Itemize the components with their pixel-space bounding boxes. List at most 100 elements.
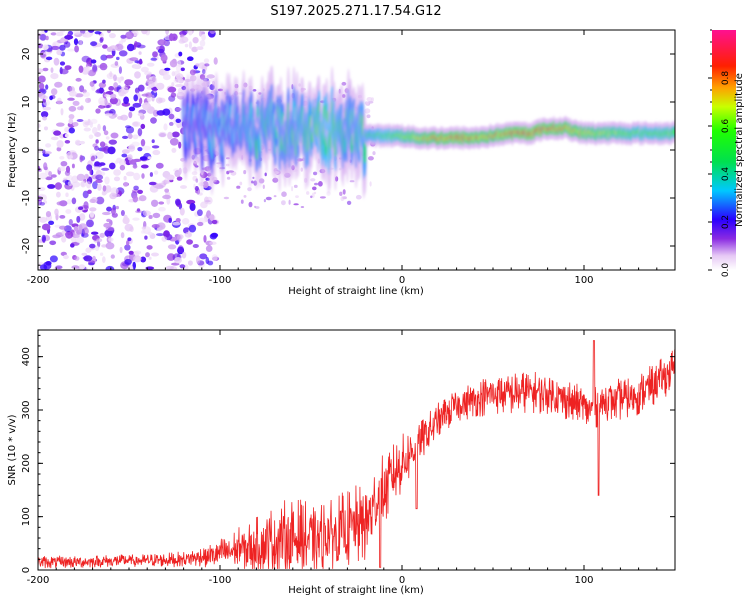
spectrogram-noise-blob bbox=[118, 77, 122, 84]
spectrogram-noise-blob bbox=[188, 224, 197, 233]
spectrogram-ytick-label: -10 bbox=[21, 190, 32, 206]
spectrogram-noise-blob bbox=[41, 234, 46, 243]
spectrogram-noise-blob bbox=[93, 162, 103, 168]
spectrogram-noise-blob bbox=[39, 34, 47, 41]
spectrogram-noise-blob bbox=[76, 173, 86, 181]
spectrogram-noise-blob bbox=[167, 86, 177, 93]
spectrogram-noise-blob bbox=[106, 104, 110, 109]
spectrogram-noise-blob bbox=[55, 265, 63, 270]
spectrogram-noise-blob bbox=[140, 139, 146, 147]
spectrogram-noise-blob bbox=[42, 44, 49, 50]
spectrogram-noise-blob bbox=[38, 172, 48, 180]
spectrogram-scatter-blob bbox=[367, 156, 374, 161]
spectrogram-ridge-core bbox=[363, 141, 367, 164]
spectrogram-noise-blob bbox=[91, 231, 99, 235]
spectrogram-scatter-blob bbox=[194, 186, 199, 191]
spectrogram-noise-blob bbox=[109, 71, 113, 78]
spectrogram-noise-blob bbox=[160, 54, 168, 62]
spectrogram-noise-blob bbox=[56, 49, 63, 56]
spectrogram-noise-blob bbox=[50, 32, 57, 36]
spectrogram-noise-blob bbox=[71, 175, 79, 183]
spectrogram-noise-blob bbox=[158, 206, 166, 212]
spectrogram-noise-blob bbox=[48, 220, 55, 225]
spectrogram-noise-blob bbox=[180, 67, 185, 72]
colorbar-tick-label: 0.8 bbox=[721, 71, 731, 86]
spectrogram-scatter-blob bbox=[195, 178, 199, 183]
spectrogram-ridge bbox=[181, 65, 675, 199]
spectrogram-scatter-blob bbox=[312, 186, 317, 191]
spectrogram-noise-blob bbox=[123, 175, 127, 181]
colorbar-tick-label: 0.6 bbox=[721, 119, 731, 134]
spectrogram-heatmap bbox=[38, 30, 675, 270]
spectrogram-noise-blob bbox=[73, 226, 79, 232]
spectrogram-noise-blob bbox=[141, 93, 149, 97]
spectrogram-noise-blob bbox=[107, 146, 116, 155]
spectrogram-noise-blob bbox=[129, 57, 139, 62]
spectrogram-noise-blob bbox=[68, 155, 73, 159]
spectrogram-noise-blob bbox=[41, 223, 51, 231]
spectrogram-scatter-blob bbox=[318, 181, 323, 187]
spectrogram-scatter-blob bbox=[295, 195, 299, 199]
spectrogram-noise-blob bbox=[150, 57, 158, 61]
spectrogram-noise-blob bbox=[81, 181, 85, 187]
spectrogram-scatter-blob bbox=[310, 195, 313, 199]
spectrogram-noise-blob bbox=[42, 106, 52, 111]
spectrogram-scatter-blob bbox=[252, 89, 257, 92]
spectrogram-scatter-blob bbox=[339, 191, 343, 196]
spectrogram-noise-blob bbox=[199, 39, 206, 47]
colorbar-gradient bbox=[712, 30, 736, 270]
colorbar: 0.0 0.2 0.4 0.6 0.8 Normalized spectral ampl… bbox=[708, 29, 745, 277]
spectrogram-noise-blob bbox=[83, 127, 92, 132]
snr-series-line bbox=[38, 340, 675, 569]
spectrogram-noise-blob bbox=[151, 94, 155, 102]
spectrogram-noise-blob bbox=[110, 132, 119, 139]
spectrogram-scatter-blob bbox=[310, 178, 316, 182]
spectrogram-noise-blob bbox=[68, 90, 77, 97]
spectrogram-noise-blob bbox=[138, 51, 142, 55]
spectrogram-noise-blob bbox=[105, 242, 115, 250]
spectrogram-scatter-blob bbox=[319, 196, 326, 199]
spectrogram-scatter-blob bbox=[355, 194, 362, 200]
spectrogram-noise-blob bbox=[140, 66, 149, 73]
spectrogram-scatter-blob bbox=[300, 206, 305, 208]
spectrogram-noise-blob bbox=[145, 92, 153, 98]
spectrogram-noise-blob bbox=[175, 73, 184, 80]
spectrogram-noise-blob bbox=[147, 80, 155, 89]
spectrogram-noise-blob bbox=[105, 265, 115, 270]
spectrogram-noise-blob bbox=[124, 79, 134, 86]
spectrogram-noise-blob bbox=[59, 156, 65, 160]
spectrogram-noise-blob bbox=[151, 139, 155, 144]
spectrogram-noise-blob bbox=[146, 97, 152, 102]
spectrogram-noise-blob bbox=[54, 208, 59, 216]
colorbar-ticks: 0.0 0.2 0.4 0.6 0.8 bbox=[708, 29, 731, 277]
spectrogram-noise-blob bbox=[201, 34, 206, 41]
spectrogram-noise-blob bbox=[47, 184, 56, 189]
spectrogram-noise-blob bbox=[64, 35, 74, 40]
spectrogram-noise-blob bbox=[86, 65, 91, 72]
spectrogram-noise-blob bbox=[137, 128, 143, 137]
spectrogram-noise-blob bbox=[138, 58, 143, 65]
spectrogram-noise-blob bbox=[76, 119, 84, 122]
spectrogram-noise-blob bbox=[138, 84, 145, 92]
spectrogram-noise-blob bbox=[128, 250, 134, 255]
spectrogram-noise-blob bbox=[120, 210, 125, 216]
spectrogram-noise-blob bbox=[43, 166, 48, 171]
spectrogram-noise-blob bbox=[39, 89, 46, 93]
spectrogram-noise-blob bbox=[100, 147, 108, 152]
spectrogram-noise-blob bbox=[198, 217, 207, 224]
spectrogram-noise-blob bbox=[178, 141, 182, 149]
spectrogram-noise-blob bbox=[125, 31, 134, 40]
spectrogram-noise-blob bbox=[38, 68, 44, 73]
snr-xlabel: Height of straight line (km) bbox=[288, 585, 424, 596]
spectrogram-noise-blob bbox=[71, 163, 75, 169]
spectrogram-noise-blob bbox=[120, 232, 125, 239]
spectrogram-noise-blob bbox=[156, 82, 165, 90]
spectrogram-noise-blob bbox=[186, 239, 194, 245]
spectrogram-noise-blob bbox=[206, 74, 215, 79]
colorbar-tick-label: 0.4 bbox=[721, 167, 731, 182]
spectrogram-noise-blob bbox=[86, 219, 94, 228]
spectrogram-noise-blob bbox=[74, 256, 80, 261]
spectrogram-noise-blob bbox=[192, 175, 198, 182]
